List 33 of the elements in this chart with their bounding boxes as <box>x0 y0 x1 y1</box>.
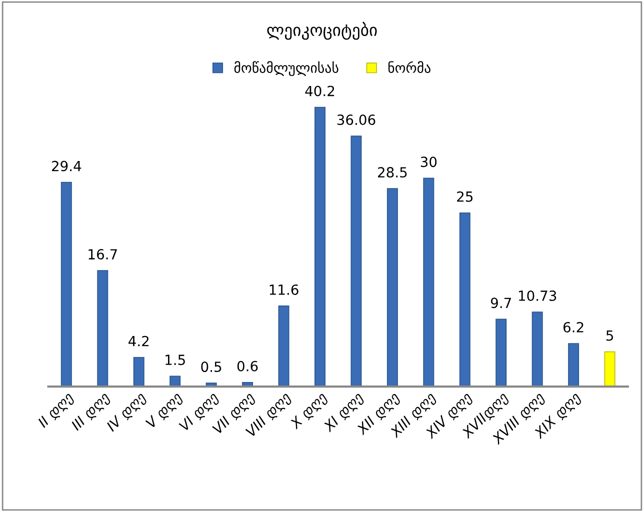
bar <box>350 136 362 387</box>
data-label: 10.73 <box>518 290 556 301</box>
bar <box>60 182 72 387</box>
data-label: 40.2 <box>305 86 334 96</box>
data-label: 6.2 <box>563 322 584 332</box>
chart-title: ლეიკოციტები <box>267 22 377 40</box>
data-label: 9.7 <box>490 298 511 308</box>
legend-label: ნორმა <box>388 61 430 73</box>
bar <box>314 106 326 387</box>
bar <box>278 306 290 387</box>
bar <box>423 178 434 387</box>
data-label: 36.06 <box>337 114 376 126</box>
data-label: 0.6 <box>237 360 258 372</box>
data-label: 5 <box>606 330 613 341</box>
data-label: 4.2 <box>128 336 149 346</box>
bar <box>133 356 144 387</box>
data-label: 25 <box>457 191 473 202</box>
bar <box>604 351 616 387</box>
data-label: 28.5 <box>378 167 407 178</box>
bar <box>459 212 470 387</box>
bar <box>568 343 580 387</box>
data-label: 11.6 <box>270 284 298 295</box>
data-label: 0.5 <box>201 362 222 372</box>
legend-label: მოწამლულისას <box>234 61 338 76</box>
data-label: 16.7 <box>88 249 117 260</box>
bar <box>496 318 507 387</box>
bar <box>97 270 108 387</box>
bar <box>170 376 181 387</box>
bar <box>386 188 398 387</box>
data-label: 1.5 <box>166 354 185 366</box>
data-label: 29.4 <box>52 160 82 172</box>
data-label: 30 <box>420 156 437 168</box>
bar <box>532 312 543 387</box>
